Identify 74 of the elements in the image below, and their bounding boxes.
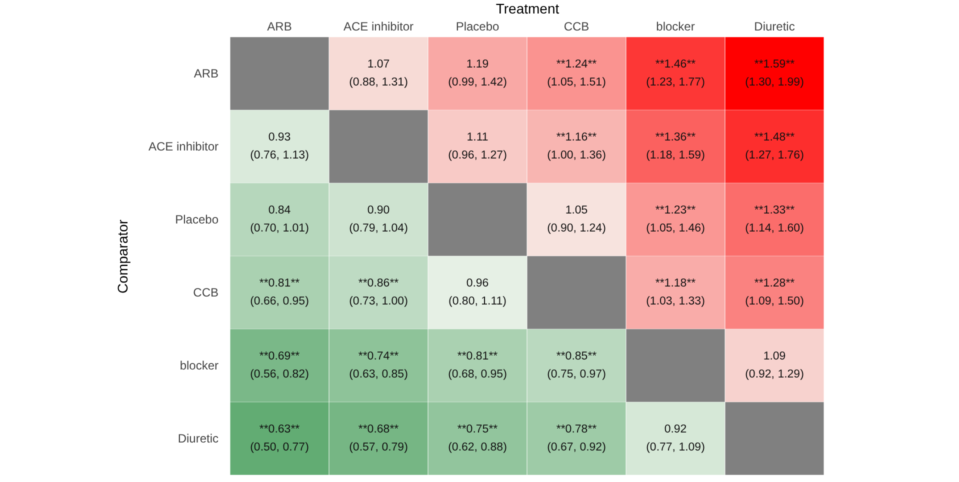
data-label: **0.78** xyxy=(556,424,598,436)
annotation: (0.99, 1.42) xyxy=(448,76,508,88)
annotation: (0.67, 0.92) xyxy=(547,442,606,454)
y-axis-title: Comparator xyxy=(114,219,130,294)
annotation: (1.23, 1.77) xyxy=(646,76,706,88)
data-label: 0.96 xyxy=(466,278,489,290)
data-label: **0.86** xyxy=(358,278,400,290)
data-label: 0.93 xyxy=(268,132,291,144)
data-label: 0.92 xyxy=(664,424,687,436)
annotation: (0.90, 1.24) xyxy=(547,222,606,234)
annotation: (0.76, 1.13) xyxy=(250,150,310,162)
annotation: (1.05, 1.51) xyxy=(547,76,606,88)
data-label: **0.69** xyxy=(259,350,300,362)
y-tick-label: CCB xyxy=(193,286,218,300)
annotation: (1.18, 1.59) xyxy=(646,150,706,162)
x-tick-label: Placebo xyxy=(456,20,500,34)
x-tick-label: ARB xyxy=(267,20,292,34)
data-label: **0.81** xyxy=(457,350,498,362)
annotation: (1.30, 1.99) xyxy=(745,76,804,88)
x-axis-title: Treatment xyxy=(496,0,560,16)
annotation: (0.92, 1.29) xyxy=(745,368,804,380)
annotation: (0.88, 1.31) xyxy=(349,76,408,88)
data-label: **0.85** xyxy=(556,350,598,362)
annotation: (1.05, 1.46) xyxy=(646,222,706,234)
data-label: **1.23** xyxy=(655,204,696,216)
annotation: (0.80, 1.11) xyxy=(448,296,507,308)
y-tick-label: ACE inhibitor xyxy=(148,140,219,154)
x-tick-label: blocker xyxy=(656,20,695,34)
annotation: (0.57, 0.79) xyxy=(349,442,408,454)
data-label: 1.19 xyxy=(466,58,489,70)
data-label: **1.59** xyxy=(754,58,796,70)
annotation: (0.62, 0.88) xyxy=(448,442,508,454)
annotation: (1.00, 1.36) xyxy=(547,150,606,162)
annotation: (0.68, 0.95) xyxy=(448,368,508,380)
annotation: (1.27, 1.76) xyxy=(745,150,804,162)
y-tick-label: Placebo xyxy=(175,212,219,226)
annotation: (0.70, 1.01) xyxy=(250,222,310,234)
data-label: **1.46** xyxy=(655,58,696,70)
data-label: 1.07 xyxy=(367,58,390,70)
data-label: **1.24** xyxy=(556,58,598,70)
annotation: (0.56, 0.82) xyxy=(250,368,310,380)
annotation: (0.73, 1.00) xyxy=(349,296,408,308)
annotation: (1.03, 1.33) xyxy=(646,296,706,308)
data-label: **0.74** xyxy=(358,350,400,362)
data-label: **0.81** xyxy=(259,278,300,290)
data-label: **1.18** xyxy=(655,278,696,290)
x-tick-label: Diuretic xyxy=(754,20,795,34)
data-label: 0.84 xyxy=(268,204,292,216)
data-label: **1.16** xyxy=(556,132,598,144)
data-label: 1.05 xyxy=(565,204,588,216)
x-tick-label: ACE inhibitor xyxy=(343,20,414,34)
data-label: **1.48** xyxy=(754,132,796,144)
data-label: 1.11 xyxy=(466,132,488,144)
annotation: (1.14, 1.60) xyxy=(745,222,804,234)
y-tick-label: ARB xyxy=(194,66,218,80)
data-label: 1.09 xyxy=(763,350,786,362)
annotation: (0.79, 1.04) xyxy=(349,222,408,234)
data-label: 0.90 xyxy=(367,204,390,216)
annotation: (0.50, 0.77) xyxy=(250,442,310,454)
data-label: **0.63** xyxy=(259,424,300,436)
y-tick-label: Diuretic xyxy=(178,432,218,446)
data-label: **1.33** xyxy=(754,204,796,216)
data-label: **1.28** xyxy=(754,278,796,290)
annotation: (0.66, 0.95) xyxy=(250,296,310,308)
data-label: **0.75** xyxy=(457,424,498,436)
annotation: (0.63, 0.85) xyxy=(349,368,408,380)
data-label: **0.68** xyxy=(358,424,400,436)
annotation: (0.75, 0.97) xyxy=(547,368,606,380)
annotation: (0.77, 1.09) xyxy=(646,442,706,454)
annotation: (1.09, 1.50) xyxy=(745,296,804,308)
x-tick-label: CCB xyxy=(564,20,590,34)
data-label: **1.36** xyxy=(655,132,696,144)
annotation: (0.96, 1.27) xyxy=(448,150,508,162)
y-tick-label: blocker xyxy=(180,358,218,372)
